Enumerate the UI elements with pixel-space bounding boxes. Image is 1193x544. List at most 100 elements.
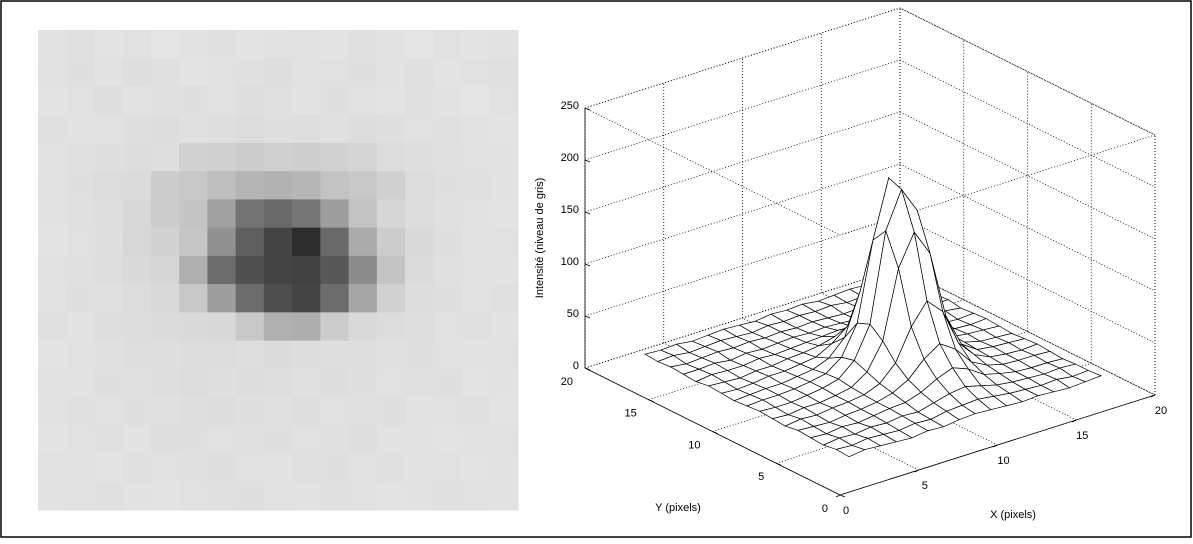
pixel — [236, 228, 265, 257]
pixel — [123, 30, 152, 59]
pixel — [433, 199, 462, 228]
pixel — [207, 482, 236, 511]
pixel — [405, 256, 434, 285]
pixel — [207, 30, 236, 59]
pixel — [151, 30, 180, 59]
pixel — [405, 30, 434, 59]
pixel — [264, 171, 293, 200]
pixel — [320, 199, 349, 228]
pixel — [320, 115, 349, 144]
pixel — [236, 341, 265, 370]
pixel — [377, 143, 406, 172]
pixel — [490, 341, 519, 370]
pixel — [377, 171, 406, 200]
pixel — [292, 115, 321, 144]
pixel — [462, 228, 491, 257]
x-axis-label: X (pixels) — [990, 509, 1036, 521]
pixel — [320, 228, 349, 257]
pixel — [38, 228, 67, 257]
pixel — [433, 143, 462, 172]
pixel — [66, 30, 95, 59]
pixel — [151, 171, 180, 200]
y-tick-label: 5 — [758, 471, 764, 483]
z-tick-label: 100 — [561, 256, 579, 268]
x-tick-label: 5 — [922, 480, 928, 492]
pixel — [349, 228, 378, 257]
pixel — [490, 397, 519, 426]
pixel — [349, 58, 378, 87]
x-tick-label: 10 — [997, 455, 1009, 467]
pixel — [207, 58, 236, 87]
pixel — [462, 454, 491, 483]
pixel — [405, 482, 434, 511]
pixel — [207, 86, 236, 115]
pixel — [349, 30, 378, 59]
pixel — [66, 115, 95, 144]
pixel — [207, 454, 236, 483]
pixel — [264, 454, 293, 483]
pixel — [292, 454, 321, 483]
pixel — [292, 482, 321, 511]
pixel — [179, 171, 208, 200]
pixel — [462, 30, 491, 59]
pixel — [349, 312, 378, 341]
pixel — [66, 312, 95, 341]
pixel — [179, 86, 208, 115]
pixel — [462, 58, 491, 87]
pixel — [462, 143, 491, 172]
pixel — [151, 284, 180, 313]
pixel — [66, 86, 95, 115]
pixel — [151, 425, 180, 454]
pixel — [179, 369, 208, 398]
pixel — [207, 256, 236, 285]
pixel — [320, 58, 349, 87]
pixel — [377, 58, 406, 87]
pixel — [264, 199, 293, 228]
pixel — [236, 86, 265, 115]
pixel — [292, 256, 321, 285]
pixel — [377, 425, 406, 454]
pixel — [377, 30, 406, 59]
pixel — [320, 171, 349, 200]
pixel — [38, 341, 67, 370]
pixel — [207, 425, 236, 454]
figure: Y (pixels) X (pixels) Intensité (niveau … — [0, 0, 1193, 539]
pixel — [123, 143, 152, 172]
pixel — [38, 58, 67, 87]
pixel — [236, 199, 265, 228]
pixel — [320, 30, 349, 59]
pixel — [462, 171, 491, 200]
pixel — [179, 397, 208, 426]
pixel — [123, 199, 152, 228]
pixel — [94, 312, 123, 341]
pixel — [377, 312, 406, 341]
pixel — [377, 199, 406, 228]
pixel — [264, 425, 293, 454]
pixel — [264, 312, 293, 341]
pixel — [236, 369, 265, 398]
pixel — [462, 199, 491, 228]
pixel — [38, 143, 67, 172]
pixel — [320, 482, 349, 511]
pixel — [433, 482, 462, 511]
pixel — [264, 284, 293, 313]
pixel — [38, 425, 67, 454]
pixel — [179, 199, 208, 228]
pixel — [66, 341, 95, 370]
pixel — [405, 58, 434, 87]
pixel — [405, 86, 434, 115]
z-tick-label: 150 — [561, 204, 579, 216]
pixel — [433, 454, 462, 483]
pixel — [292, 369, 321, 398]
pixel — [490, 312, 519, 341]
pixel — [377, 369, 406, 398]
pixel — [433, 58, 462, 87]
pixel — [490, 256, 519, 285]
pixel — [207, 199, 236, 228]
pixel — [151, 58, 180, 87]
pixel — [320, 369, 349, 398]
pixel — [377, 454, 406, 483]
pixel — [207, 228, 236, 257]
pixel — [462, 115, 491, 144]
z-tick-label: 0 — [573, 360, 579, 372]
